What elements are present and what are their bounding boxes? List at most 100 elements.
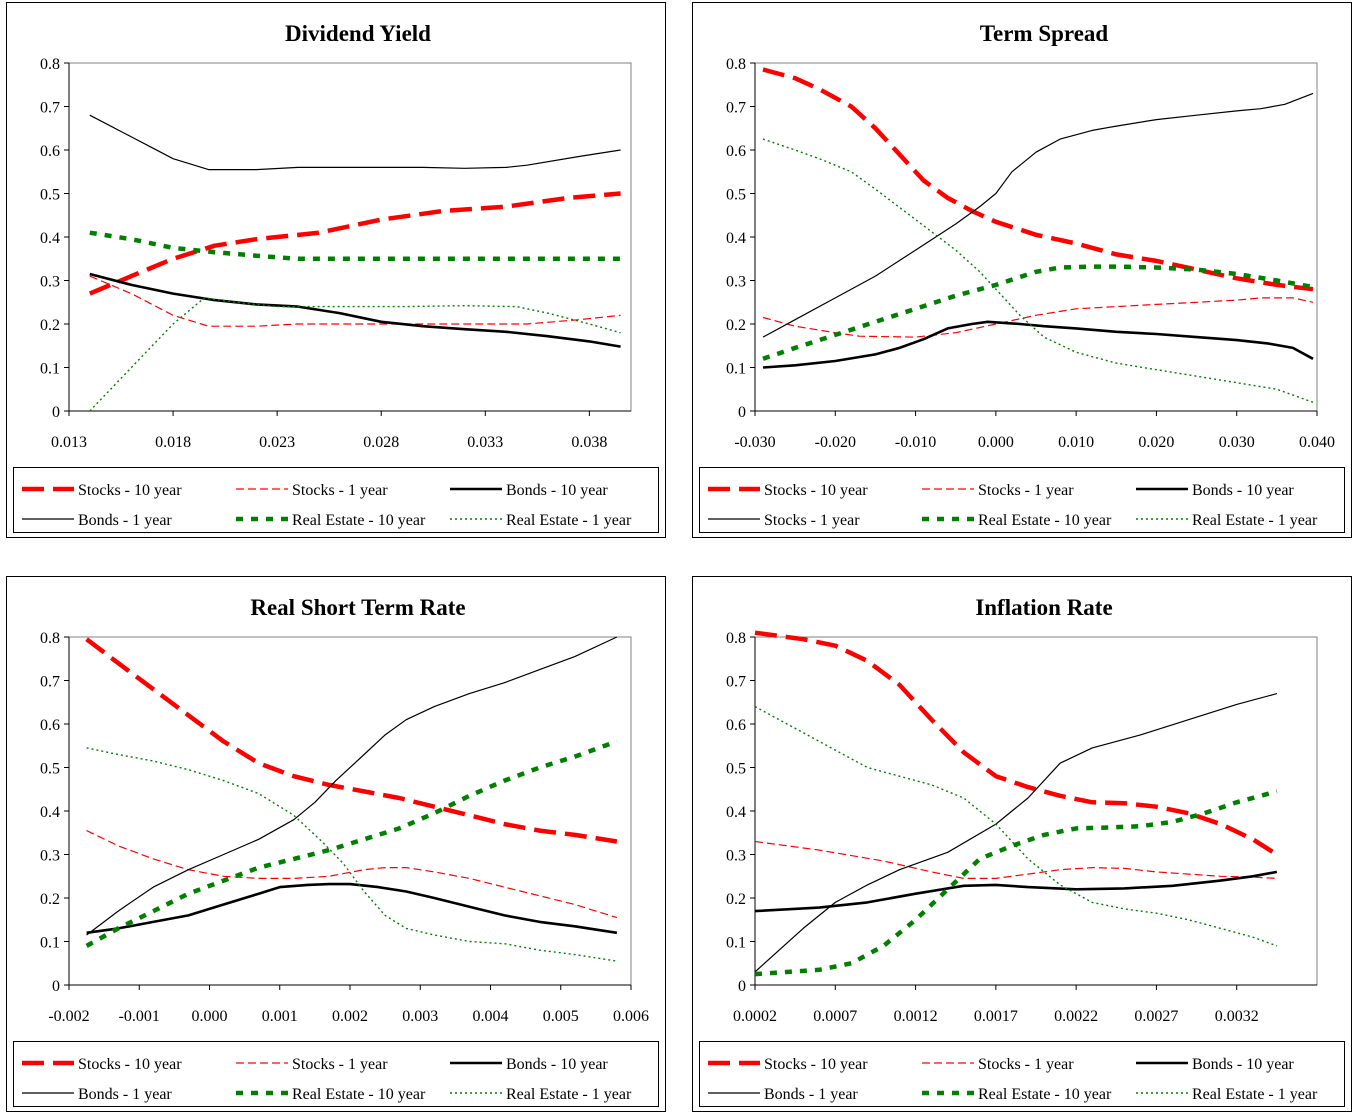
legend-label: Stocks - 1 year <box>978 482 1074 499</box>
chart-svg-term-spread: Term Spread 0 0.1 0.2 0.3 0.4 0.5 0.6 0.7 0.8 -0.0… <box>693 3 1353 539</box>
y-tick-label: 0.5 <box>40 187 60 204</box>
legend-svg: Stocks - 10 year Stocks - 1 year Bonds - 1… <box>14 468 658 532</box>
y-tick-label: 0.1 <box>40 361 60 378</box>
y-tick-label: 0 <box>52 404 60 421</box>
y-tick-label: 0.5 <box>726 761 746 778</box>
series-line <box>755 694 1277 972</box>
y-tick-label: 0.8 <box>726 630 746 647</box>
series-line <box>90 233 621 259</box>
series-line <box>87 639 617 841</box>
x-tick-label: 0.038 <box>571 434 607 451</box>
x-tick-label: 0.006 <box>613 1008 649 1025</box>
y-tick-label: 0.8 <box>40 56 60 73</box>
x-tick-label: -0.030 <box>734 434 775 451</box>
legend-label: Bonds - 1 year <box>78 1086 172 1103</box>
y-tick-label: 0.3 <box>40 274 60 291</box>
legend-label: Stocks - 10 year <box>78 482 182 499</box>
legend-label: Bonds - 10 year <box>506 482 608 499</box>
x-tick-label: 0.0027 <box>1134 1008 1178 1025</box>
legend-label: Real Estate - 1 year <box>1192 512 1318 529</box>
legend-label: Stocks - 1 year <box>292 482 388 499</box>
y-tick-label: 0.8 <box>40 630 60 647</box>
legend-label: Stocks - 1 year <box>292 1056 388 1073</box>
x-tick-label: -0.001 <box>119 1008 160 1025</box>
x-tick-label: 0.010 <box>1058 434 1094 451</box>
legend-svg: Stocks - 10 year Stocks - 1 year Bonds - 1… <box>700 468 1344 532</box>
y-tick-label: 0 <box>52 978 60 995</box>
y-tick-label: 0.6 <box>40 717 60 734</box>
legend-inflation-rate: Stocks - 10 year Stocks - 1 year Bonds - 1… <box>699 1041 1345 1107</box>
y-tick-label: 0.5 <box>40 761 60 778</box>
series-line <box>90 276 621 326</box>
legend-label: Bonds - 1 year <box>78 512 172 529</box>
x-tick-label: 0.0007 <box>813 1008 857 1025</box>
chart-svg-dividend-yield: Dividend Yield 0 0.1 0.2 0.3 0.4 0.5 0.6 0.7 0.8 0… <box>7 3 667 539</box>
legend-label: Bonds - 10 year <box>1192 1056 1294 1073</box>
y-tick-label: 0.2 <box>726 317 746 334</box>
x-tick-label: 0.0012 <box>894 1008 938 1025</box>
x-tick-label: 0.001 <box>262 1008 298 1025</box>
y-tick-label: 0.4 <box>726 804 746 821</box>
y-tick-label: 0.7 <box>40 100 60 117</box>
y-tick-label: 0.2 <box>40 317 60 334</box>
x-tick-label: 0.004 <box>473 1008 509 1025</box>
x-tick-label: 0.028 <box>363 434 399 451</box>
series-line <box>90 298 621 411</box>
y-tick-label: 0.7 <box>726 674 746 691</box>
x-tick-label: 0.023 <box>259 434 295 451</box>
y-tick-label: 0.6 <box>40 143 60 160</box>
y-tick-label: 0.3 <box>726 848 746 865</box>
legend-real-short-term-rate: Stocks - 10 year Stocks - 1 year Bonds - 1… <box>13 1041 659 1107</box>
plot-area <box>69 63 631 411</box>
legend-dividend-yield: Stocks - 10 year Stocks - 1 year Bonds - 1… <box>13 467 659 533</box>
legend-label: Bonds - 10 year <box>506 1056 608 1073</box>
series-line <box>763 267 1313 359</box>
series-line <box>90 115 621 169</box>
y-tick-label: 0 <box>738 978 746 995</box>
x-tick-label: 0.033 <box>467 434 503 451</box>
legend-label: Stocks - 10 year <box>764 482 868 499</box>
x-tick-label: 0.020 <box>1138 434 1174 451</box>
series-line <box>755 842 1277 879</box>
x-tick-label: 0.0032 <box>1215 1008 1259 1025</box>
y-tick-label: 0.5 <box>726 187 746 204</box>
x-tick-label: 0.0017 <box>974 1008 1018 1025</box>
legend-svg: Stocks - 10 year Stocks - 1 year Bonds - 1… <box>14 1042 658 1106</box>
x-tick-label: 0.040 <box>1299 434 1335 451</box>
legend-label: Real Estate - 1 year <box>506 512 632 529</box>
plot-area <box>755 637 1317 985</box>
x-tick-label: -0.002 <box>48 1008 89 1025</box>
legend-label: Real Estate - 10 year <box>292 1086 426 1103</box>
y-tick-label: 0.8 <box>726 56 746 73</box>
legend-label: Bonds - 1 year <box>764 1086 858 1103</box>
y-tick-label: 0.1 <box>726 361 746 378</box>
x-tick-label: -0.010 <box>895 434 936 451</box>
y-tick-label: 0.6 <box>726 717 746 734</box>
y-tick-label: 0.4 <box>40 230 60 247</box>
series-line <box>90 194 621 294</box>
chart-svg-real-short-term-rate: Real Short Term Rate 0 0.1 0.2 0.3 0.4 0.5 0.6 0… <box>7 577 667 1113</box>
legend-svg: Stocks - 10 year Stocks - 1 year Bonds - 1… <box>700 1042 1344 1106</box>
legend-label: Stocks - 1 year <box>978 1056 1074 1073</box>
x-tick-label: 0.000 <box>978 434 1014 451</box>
y-tick-label: 0.4 <box>726 230 746 247</box>
legend-label: Bonds - 10 year <box>1192 482 1294 499</box>
chart-panel-dividend-yield: Dividend Yield 0 0.1 0.2 0.3 0.4 0.5 0.6 0.7 0.8 0… <box>6 2 666 538</box>
legend-label: Stocks - 1 year <box>764 512 860 529</box>
series-line <box>90 274 621 347</box>
legend-label: Real Estate - 10 year <box>978 512 1112 529</box>
x-tick-label: 0.018 <box>155 434 191 451</box>
x-tick-label: 0.002 <box>332 1008 368 1025</box>
chart-title: Dividend Yield <box>285 21 431 46</box>
y-tick-label: 0.4 <box>40 804 60 821</box>
legend-label: Stocks - 10 year <box>764 1056 868 1073</box>
chart-title: Real Short Term Rate <box>250 595 465 620</box>
chart-title: Inflation Rate <box>975 595 1112 620</box>
legend-label: Real Estate - 10 year <box>978 1086 1112 1103</box>
series-line <box>87 741 617 946</box>
x-tick-label: 0.0022 <box>1054 1008 1098 1025</box>
y-tick-label: 0 <box>738 404 746 421</box>
legend-label: Stocks - 10 year <box>78 1056 182 1073</box>
chart-panel-term-spread: Term Spread 0 0.1 0.2 0.3 0.4 0.5 0.6 0.7 0.8 -0.0… <box>692 2 1352 538</box>
series-line <box>87 748 617 961</box>
